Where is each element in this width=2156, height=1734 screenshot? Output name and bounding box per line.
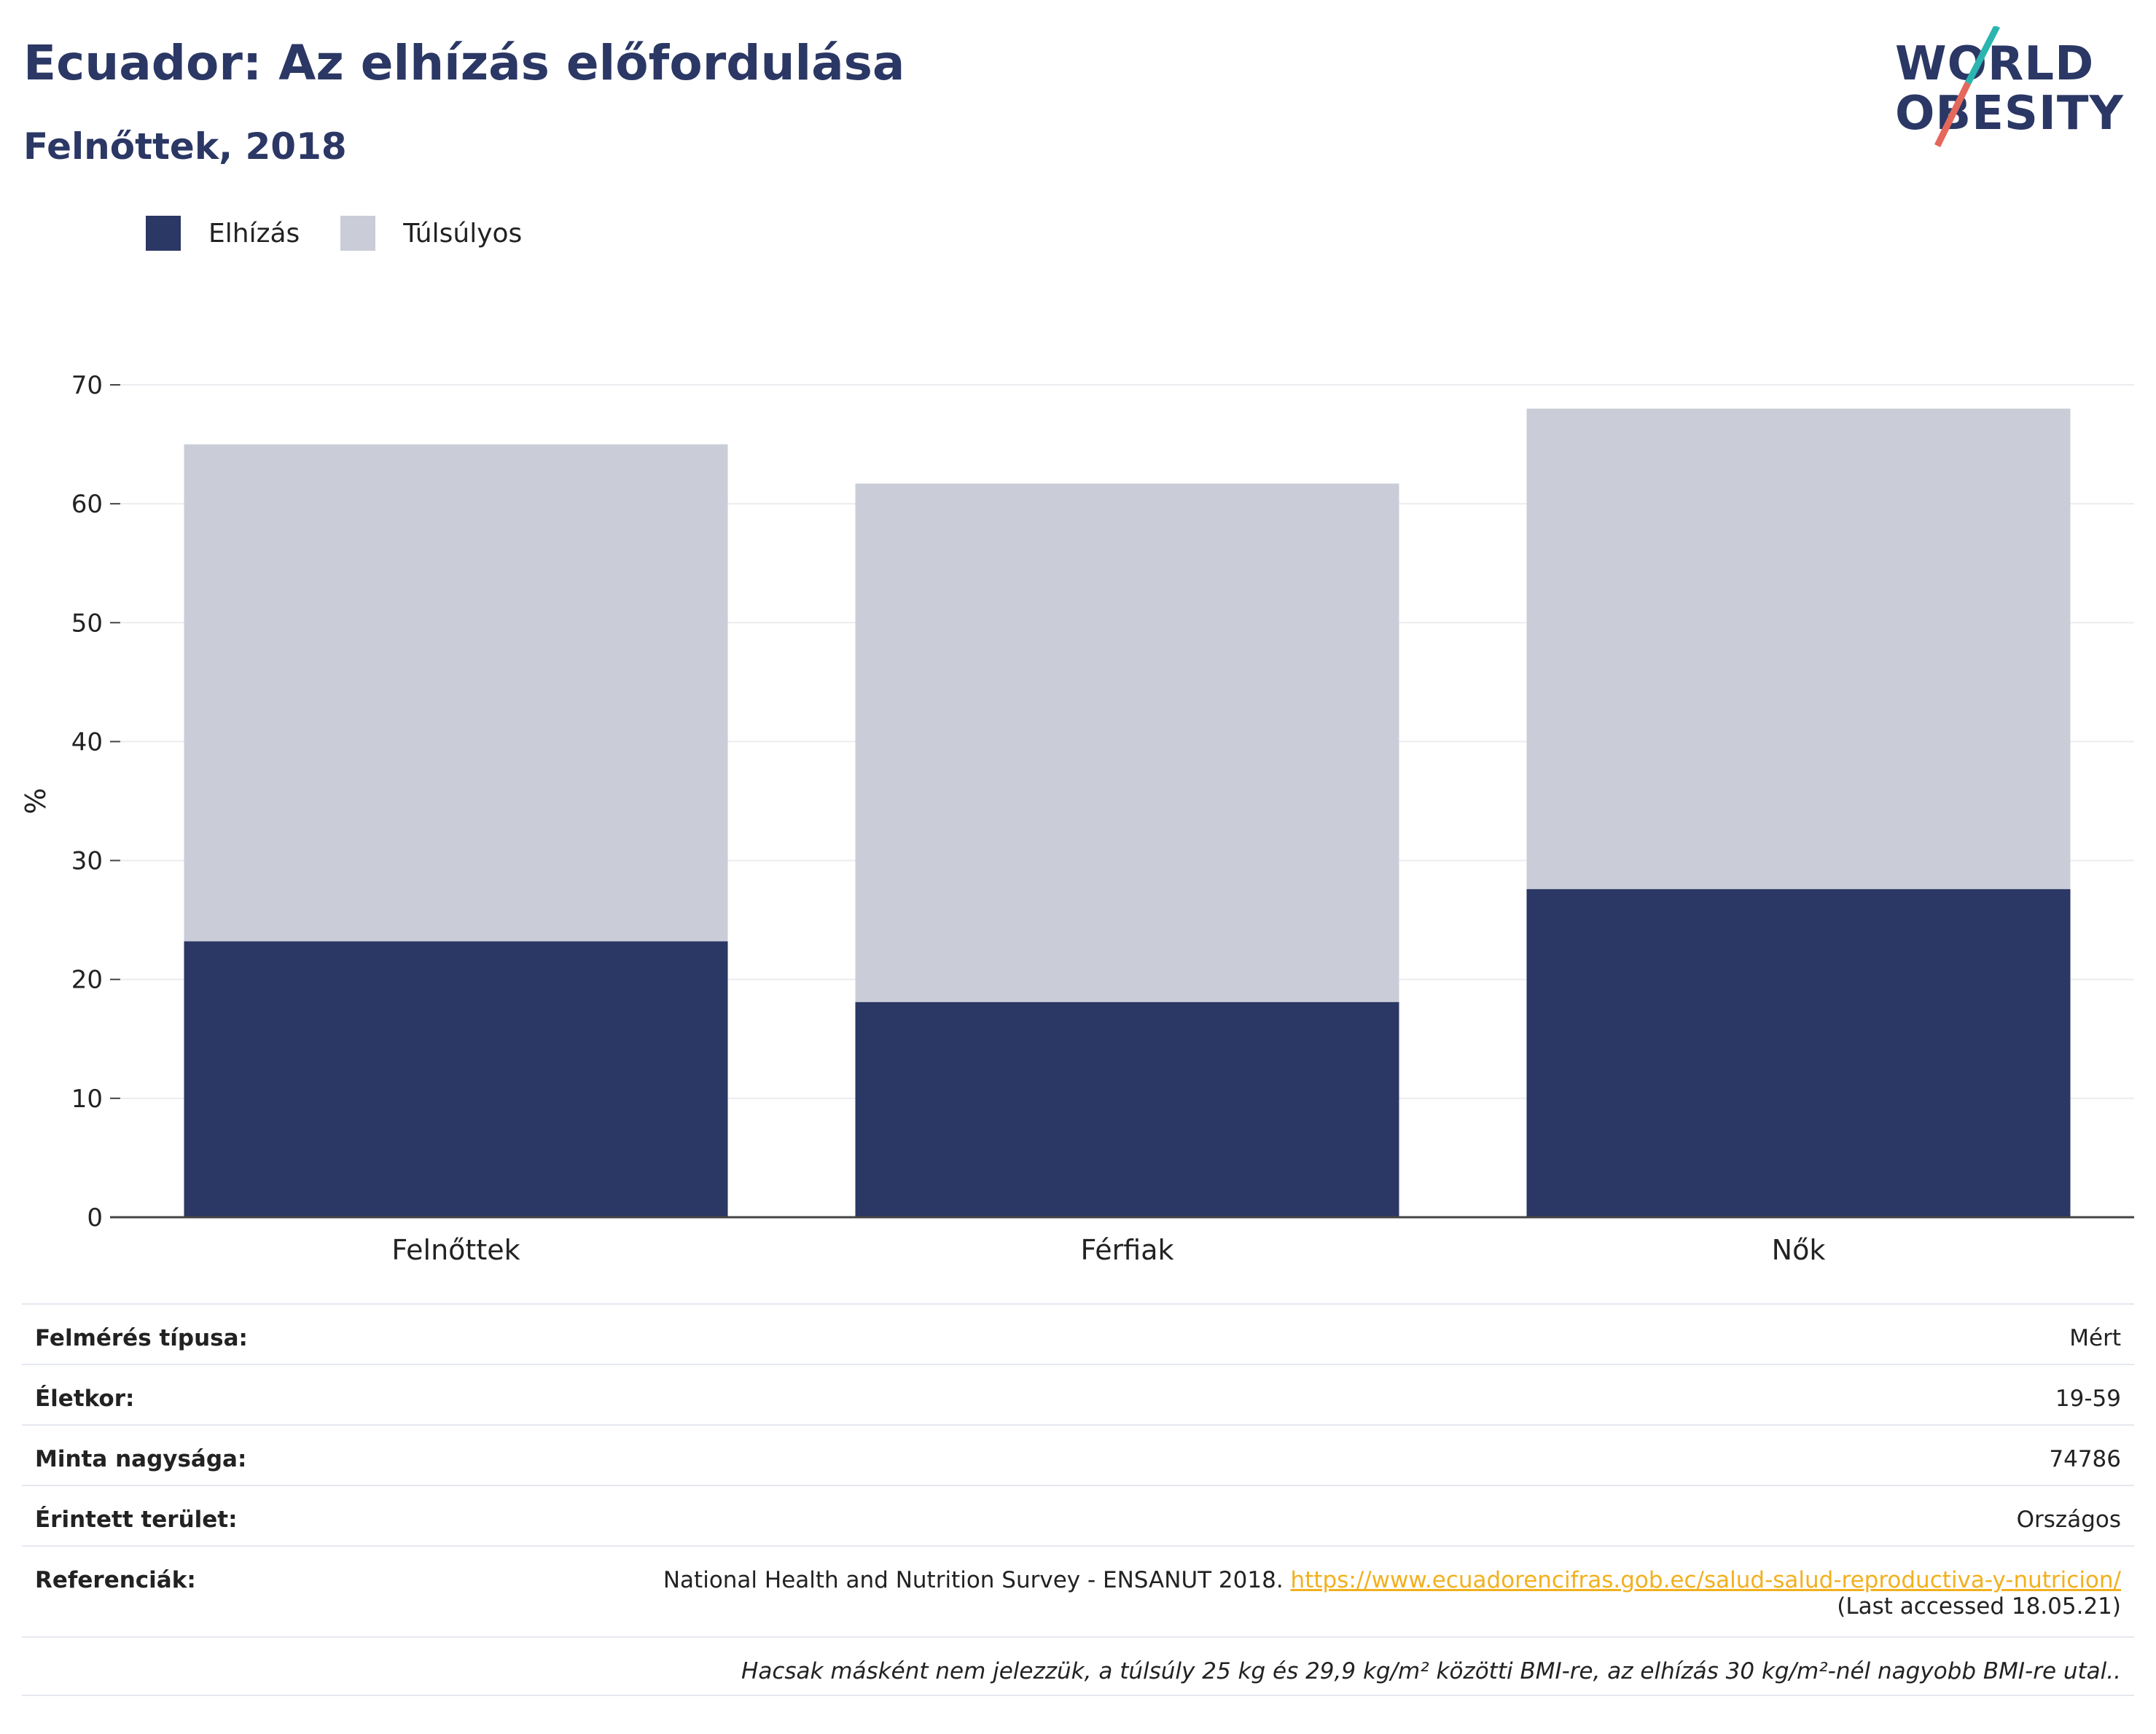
reference-text: National Health and Nutrition Survey - E…	[663, 1567, 1284, 1593]
y-axis-label: %	[20, 788, 52, 814]
y-tick-label-50: 50	[71, 609, 103, 638]
logo-line-1: WORLD	[1895, 37, 2095, 91]
page-subtitle: Felnőttek, 2018	[23, 125, 347, 168]
world-obesity-logo: WORLD OBESITY	[1895, 26, 2143, 153]
x-category-label-0: Felnőttek	[391, 1234, 520, 1266]
bar-obesity-2	[1526, 889, 2071, 1217]
info-row-survey-type: Felmérés típusa: Mért	[22, 1303, 2134, 1364]
sample-size-value: 74786	[2049, 1446, 2121, 1472]
bar-overweight-2	[1526, 408, 2071, 889]
legend-item-obesity: Elhízás	[146, 216, 300, 251]
age-value: 19-59	[2055, 1386, 2121, 1412]
sample-size-label: Minta nagysága:	[35, 1446, 247, 1472]
chart-legend: Elhízás Túlsúlyos	[146, 216, 563, 251]
references-value: National Health and Nutrition Survey - E…	[663, 1567, 2121, 1620]
area-value: Országos	[2016, 1507, 2121, 1533]
reference-accessed: (Last accessed 18.05.21)	[1837, 1593, 2121, 1620]
info-row-references: Referenciák: National Health and Nutriti…	[22, 1545, 2134, 1636]
x-category-label-1: Férfiak	[1080, 1234, 1173, 1266]
bar-obesity-1	[855, 1001, 1399, 1217]
area-label: Érintett terület:	[35, 1507, 238, 1533]
logo-slash-icon	[1934, 26, 2001, 147]
legend-label-obesity: Elhízás	[208, 218, 300, 249]
legend-label-overweight: Túlsúlyos	[403, 218, 523, 249]
bar-obesity-0	[184, 941, 728, 1217]
logo-line-2: OBESITY	[1895, 87, 2124, 141]
footnote-text: Hacsak másként nem jelezzük, a túlsúly 2…	[741, 1658, 2121, 1684]
bar-overweight-1	[855, 483, 1399, 1002]
reference-link[interactable]: https://www.ecuadorencifras.gob.ec/salud…	[1290, 1567, 2121, 1593]
y-tick-label-70: 70	[71, 371, 103, 400]
y-tick-label-60: 60	[71, 490, 103, 519]
legend-swatch-overweight	[340, 216, 376, 251]
stacked-bar-chart: 0 10 20 30 40 50 60 70% Felnőttek Férfiak Nők	[20, 371, 2134, 1266]
y-tick-label-10: 10	[71, 1085, 103, 1114]
x-category-label-2: Nők	[1772, 1234, 1826, 1266]
info-row-sample-size: Minta nagysága: 74786	[22, 1424, 2134, 1485]
y-tick-label-30: 30	[71, 847, 103, 876]
survey-type-label: Felmérés típusa:	[35, 1325, 248, 1351]
page-title: Ecuador: Az elhízás előfordulása	[23, 35, 905, 91]
age-label: Életkor:	[35, 1386, 135, 1412]
legend-item-overweight: Túlsúlyos	[340, 216, 522, 251]
info-row-area: Érintett terület: Országos	[22, 1485, 2134, 1545]
survey-info-table: Felmérés típusa: Mért Életkor: 19-59 Min…	[22, 1303, 2134, 1696]
legend-swatch-obesity	[146, 216, 181, 251]
y-tick-label-40: 40	[71, 727, 103, 757]
y-tick-label-20: 20	[71, 966, 103, 995]
survey-type-value: Mért	[2069, 1325, 2121, 1351]
references-label: Referenciák:	[35, 1567, 196, 1593]
bar-overweight-0	[184, 444, 728, 942]
info-row-age: Életkor: 19-59	[22, 1364, 2134, 1424]
y-tick-label-0: 0	[87, 1203, 103, 1233]
info-row-footnote: Hacsak másként nem jelezzük, a túlsúly 2…	[22, 1636, 2134, 1696]
